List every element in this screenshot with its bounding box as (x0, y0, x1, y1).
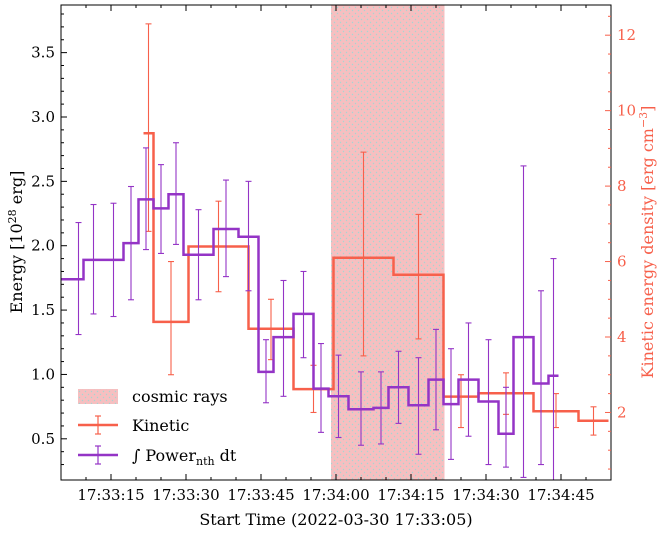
power-errorbar-10 (245, 180, 252, 292)
legend-label-power: ∫ Powernth dt (132, 446, 237, 468)
power-errorbar-23 (485, 339, 492, 466)
power-errorbar-24 (503, 386, 509, 468)
power-errorbar-22 (465, 322, 472, 437)
legend-swatch-kinetic (78, 415, 118, 435)
power-errorbar-20 (433, 328, 439, 431)
kinetic-errorbar-10 (590, 406, 597, 436)
power-errorbar-11 (263, 339, 269, 404)
kinetic-errorbar-5 (360, 151, 367, 357)
x-tick-label: 17:34:30 (452, 486, 519, 504)
y-right-tick-label: 8 (617, 177, 627, 195)
y-right-tick-label: 2 (617, 403, 627, 421)
x-axis-label: Start Time (2022-03-30 17:33:05) (199, 510, 472, 529)
power-errorbar-16 (358, 371, 364, 446)
y-left-tick-label: 1.0 (31, 365, 55, 383)
y-right-tick-label: 10 (617, 102, 636, 120)
y-left-tick-label: 3.0 (31, 108, 55, 126)
x-tick-label: 17:33:15 (77, 486, 144, 504)
legend-swatch-cosmic-rays (78, 389, 118, 404)
power-errorbar-7 (173, 142, 179, 245)
power-errorbar-25 (520, 165, 527, 478)
power-errorbar-18 (395, 350, 402, 424)
y-axis-label-right: Kinetic energy density [erg cm−3] (637, 106, 657, 379)
power-errorbar-2 (90, 203, 97, 315)
power-errorbar-21 (448, 348, 454, 460)
y-left-tick-label: 3.5 (31, 44, 55, 62)
power-errorbar-17 (378, 371, 384, 445)
x-tick-label: 17:33:45 (227, 486, 294, 504)
power-errorbar-8 (195, 209, 202, 301)
y-right-tick-label: 6 (617, 253, 627, 271)
power-errorbar-4 (128, 185, 134, 301)
legend-label-kinetic: Kinetic (132, 416, 189, 435)
power-errorbar-1 (75, 221, 82, 336)
power-errorbar-3 (110, 202, 117, 318)
power-errorbar-6 (158, 164, 164, 254)
legend-swatch-power (78, 445, 118, 465)
kinetic-errorbar-6 (415, 213, 422, 340)
power-errorbar-14 (318, 343, 324, 433)
y-axis-label-left: Energy [1028 erg] (6, 171, 26, 314)
x-tick-label: 17:34:00 (302, 486, 369, 504)
y-left-tick-label: 2.5 (31, 172, 55, 190)
power-errorbar-19 (415, 357, 422, 455)
y-left-tick-label: 1.5 (31, 301, 55, 319)
y-left-tick-label: 2.0 (31, 237, 55, 255)
power-errorbar-13 (300, 270, 307, 359)
legend: cosmic rays Kinetic ∫ Powernth dt (78, 387, 237, 468)
kinetic-errorbar-2 (215, 200, 222, 293)
power-errorbar-9 (223, 179, 229, 278)
power-errorbar-26 (538, 290, 544, 466)
y-right-tick-label: 12 (617, 26, 636, 44)
power-errorbar-27 (550, 258, 557, 480)
power-errorbar-5 (143, 147, 149, 251)
x-tick-label: 17:34:15 (377, 486, 444, 504)
kinetic-errorbar-7 (458, 374, 464, 429)
power-errorbar-12 (280, 279, 287, 397)
x-tick-label: 17:33:30 (152, 486, 219, 504)
y-right-tick-label: 4 (617, 328, 627, 346)
x-tick-label: 17:34:45 (527, 486, 594, 504)
kinetic-errorbar-1 (168, 261, 174, 376)
y-left-tick-label: 0.5 (31, 430, 55, 448)
legend-label-cosmic-rays: cosmic rays (132, 387, 228, 406)
power-errorbar-15 (335, 354, 342, 439)
